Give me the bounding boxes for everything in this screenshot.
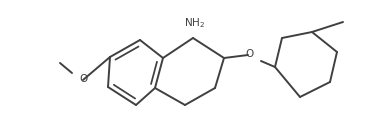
Text: O: O bbox=[79, 74, 87, 84]
Text: O: O bbox=[245, 49, 253, 59]
Text: NH$_2$: NH$_2$ bbox=[185, 16, 205, 30]
